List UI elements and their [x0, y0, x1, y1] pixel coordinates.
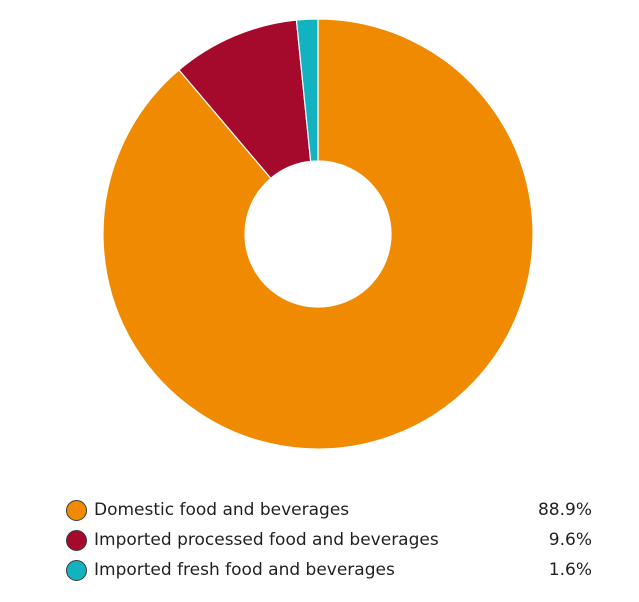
legend-label-domestic: Domestic food and beverages: [94, 500, 350, 520]
legend-item-imported-fresh: Imported fresh food and beverages 1.6%: [66, 555, 592, 585]
chart-legend: Domestic food and beverages 88.9% Import…: [66, 495, 592, 585]
legend-value-imported-fresh: 1.6%: [548, 560, 592, 580]
legend-swatch-imported-processed: [66, 529, 87, 551]
slice-domestic: [102, 18, 534, 450]
donut-chart-svg: [102, 18, 534, 450]
legend-value-domestic: 88.9%: [537, 500, 592, 520]
legend-item-domestic: Domestic food and beverages 88.9%: [66, 495, 592, 525]
donut-chart: [102, 18, 534, 450]
legend-label-imported-processed: Imported processed food and beverages: [94, 530, 439, 550]
slice-imported-fresh: [295, 18, 319, 163]
legend-label-imported-fresh: Imported fresh food and beverages: [94, 560, 395, 580]
legend-swatch-imported-fresh: [66, 559, 87, 581]
legend-item-imported-processed: Imported processed food and beverages 9.…: [66, 525, 592, 555]
legend-swatch-domestic: [66, 499, 87, 521]
legend-value-imported-processed: 9.6%: [548, 530, 592, 550]
